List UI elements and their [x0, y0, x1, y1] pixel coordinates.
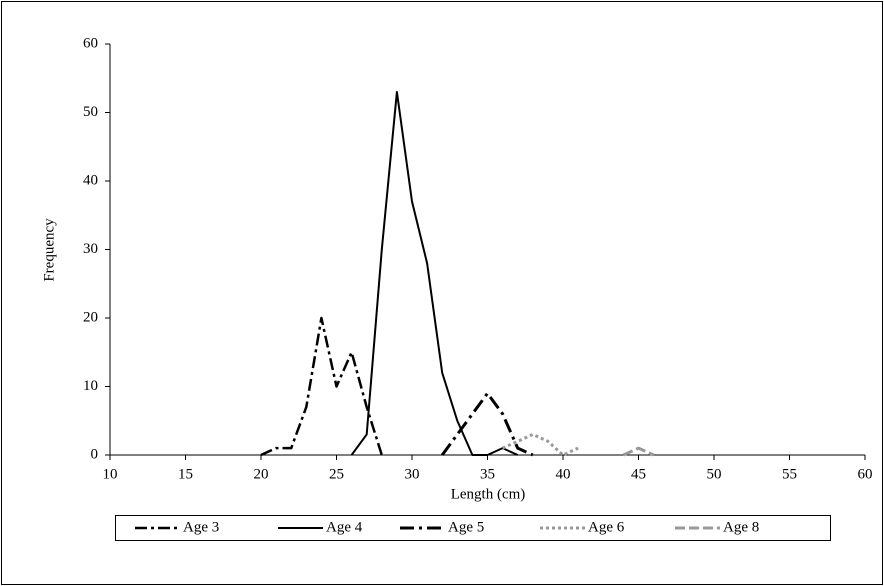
series-line — [260, 316, 383, 457]
x-tick-label: 15 — [178, 466, 193, 482]
x-tick-label: 25 — [329, 466, 344, 482]
x-tick-label: 55 — [782, 466, 797, 482]
legend-label: Age 3 — [183, 519, 219, 535]
series-line — [440, 391, 534, 457]
x-tick-label: 45 — [631, 466, 646, 482]
x-tick-label: 30 — [405, 466, 420, 482]
x-axis-label: Length (cm) — [451, 486, 526, 502]
x-tick-label: 10 — [103, 466, 118, 482]
y-tick-label: 0 — [91, 446, 99, 462]
x-tick-label: 40 — [556, 466, 571, 482]
x-tick-label: 60 — [858, 466, 873, 482]
legend — [115, 515, 831, 541]
y-tick-label: 20 — [83, 309, 98, 325]
x-tick-label: 35 — [480, 466, 495, 482]
legend-label: Age 4 — [326, 519, 363, 535]
y-tick-label: 60 — [83, 35, 98, 51]
x-tick-label: 50 — [707, 466, 722, 482]
series-line — [350, 90, 519, 456]
legend-label: Age 5 — [448, 519, 484, 535]
y-tick-label: 50 — [83, 104, 98, 120]
series-line — [501, 432, 579, 457]
legend-label: Age 8 — [723, 519, 759, 535]
legend-label: Age 6 — [588, 519, 625, 535]
y-tick-label: 10 — [83, 378, 98, 394]
series-line — [622, 446, 655, 457]
y-axis-label: Frequency — [41, 218, 57, 282]
y-tick-label: 30 — [83, 241, 98, 257]
y-tick-label: 40 — [83, 172, 98, 188]
x-tick-label: 20 — [254, 466, 269, 482]
